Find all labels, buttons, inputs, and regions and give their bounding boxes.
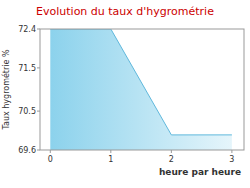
y-tick-label: 72.4 [18, 25, 36, 34]
plot-frame [40, 29, 244, 150]
x-axis-label: heure par heure [159, 167, 241, 177]
x-tick-label: 2 [169, 155, 174, 164]
series-group [50, 29, 232, 150]
area [50, 29, 232, 150]
chart: Evolution du taux d'hygrométrie 69.6 70.5 7… [0, 0, 250, 188]
x-tick-label: 1 [108, 155, 113, 164]
x-tick [110, 150, 111, 153]
y-tick [37, 29, 40, 30]
x-tick [231, 150, 232, 153]
y-axis-label: Taux hygrométrie % [1, 49, 11, 131]
y-tick [37, 67, 40, 68]
x-tick-label: 3 [229, 155, 234, 164]
plot-area [40, 29, 244, 150]
x-tick [50, 150, 51, 153]
x-tick-label: 0 [48, 155, 53, 164]
y-tick-label: 71.5 [18, 64, 36, 73]
chart-container: Evolution du taux d'hygrométrie 69.6 70.5 7… [0, 0, 250, 188]
y-tick [37, 111, 40, 112]
title: Evolution du taux d'hygrométrie [36, 5, 214, 18]
line [50, 29, 232, 135]
x-tick [171, 150, 172, 153]
y-tick-label: 70.5 [18, 107, 36, 116]
y-tick-label: 69.6 [18, 146, 36, 155]
y-tick [37, 150, 40, 151]
